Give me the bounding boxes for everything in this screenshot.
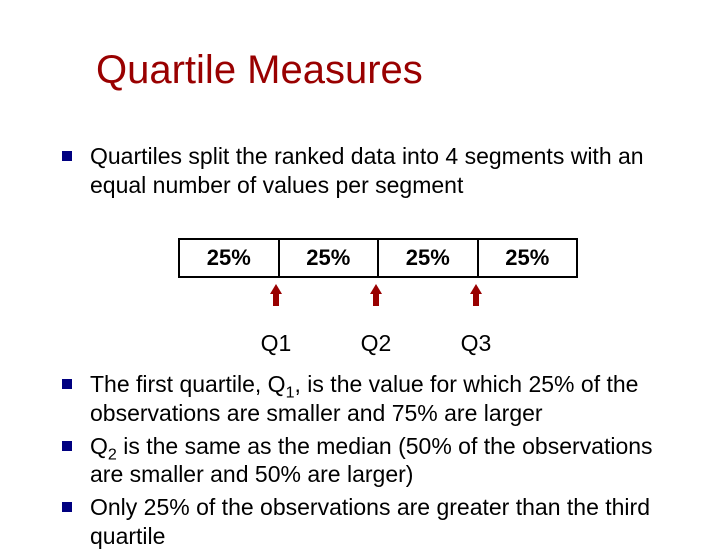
slide-title: Quartile Measures: [96, 48, 423, 93]
intro-text: Quartiles split the ranked data into 4 s…: [90, 142, 680, 200]
segment-3: 25%: [379, 240, 479, 276]
segment-4: 25%: [479, 240, 577, 276]
b2-pre: Q: [90, 433, 108, 459]
bullet-marker-icon: [62, 151, 72, 161]
slide: Quartile Measures Quartiles split the ra…: [0, 0, 720, 540]
q1-label: Q1: [256, 330, 296, 357]
list-item: The first quartile, Q1, is the value for…: [62, 370, 680, 428]
list-item: Quartiles split the ranked data into 4 s…: [62, 142, 680, 200]
bullet3-text: Only 25% of the observations are greater…: [90, 493, 680, 551]
bullet-marker-icon: [62, 379, 72, 389]
arrow-up-icon: [370, 284, 382, 306]
arrow-row: [178, 284, 578, 308]
bullet-marker-icon: [62, 441, 72, 451]
body-block: The first quartile, Q1, is the value for…: [62, 370, 680, 555]
b1-pre: The first quartile, Q: [90, 371, 286, 397]
bullet2-text: Q2 is the same as the median (50% of the…: [90, 432, 680, 490]
list-item: Only 25% of the observations are greater…: [62, 493, 680, 551]
segment-1: 25%: [180, 240, 280, 276]
b2-post: is the same as the median (50% of the ob…: [90, 433, 653, 488]
bullet-marker-icon: [62, 502, 72, 512]
segment-box: 25% 25% 25% 25%: [178, 238, 578, 278]
arrow-up-icon: [270, 284, 282, 306]
q3-label: Q3: [456, 330, 496, 357]
segment-2: 25%: [280, 240, 380, 276]
quartile-diagram: 25% 25% 25% 25% Q1 Q2 Q3: [178, 238, 578, 302]
q2-label: Q2: [356, 330, 396, 357]
bullet1-text: The first quartile, Q1, is the value for…: [90, 370, 680, 428]
arrow-up-icon: [470, 284, 482, 306]
list-item: Q2 is the same as the median (50% of the…: [62, 432, 680, 490]
intro-block: Quartiles split the ranked data into 4 s…: [62, 142, 680, 204]
